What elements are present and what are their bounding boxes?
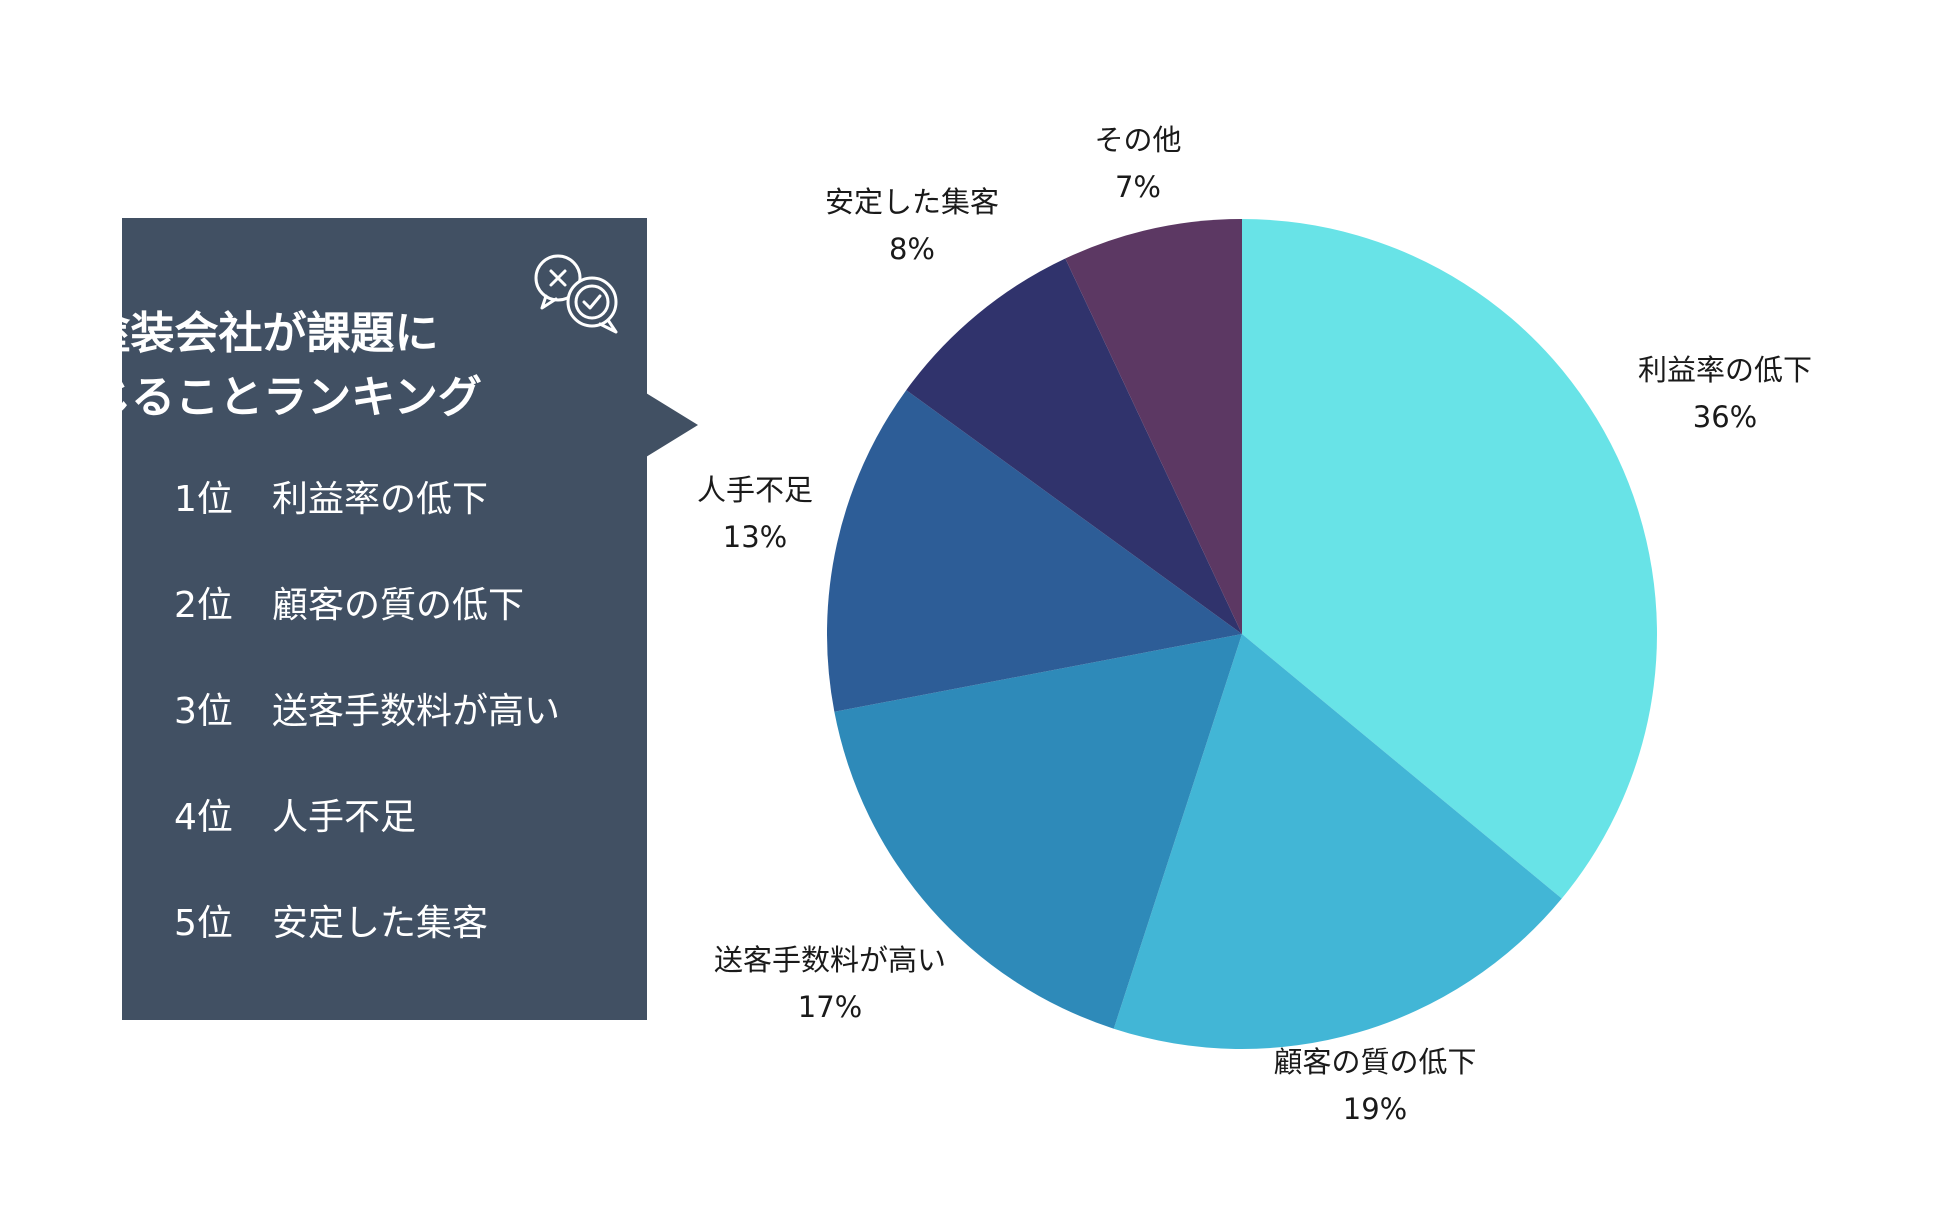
slice-percent-label: 17% [798,990,862,1024]
ranking-label: 顧客の質の低下 [272,585,525,626]
ranking-item: 2位 顧客の質の低下 [174,576,560,682]
slice-label: 顧客の質の低下 [1273,1045,1476,1079]
panel-pointer [646,393,698,457]
slice-percent-label: 13% [723,520,787,554]
slice-label: その他 [1094,123,1181,157]
ranking-rank: 1位 [174,479,233,520]
ranking-rank: 4位 [174,797,233,838]
slice-label: 人手不足 [697,473,813,507]
slice-percent-label: 8% [889,232,935,266]
ranking-label: 送客手数料が高い [272,691,561,732]
ranking-panel [122,218,647,1020]
slice-percent-label: 7% [1115,170,1161,204]
ranking-item: 5位 安定した集客 [174,894,560,1000]
ranking-rank: 5位 [174,903,233,944]
panel-title: 塗装会社が課題に 感じることランキング [0,302,525,430]
pie-slice [1065,219,1242,634]
ranking-rank: 2位 [174,585,233,626]
panel-title-line1: 塗装会社が課題に [86,308,439,359]
pie-slice [1113,634,1562,1049]
pie-slice [827,390,1242,712]
slice-label: 安定した集客 [825,185,999,219]
panel-title-line2: 感じることランキング [43,372,482,423]
ranking-rank: 3位 [174,691,233,732]
pie-slice [1242,219,1657,899]
ranking-item: 4位 人手不足 [174,788,560,894]
slice-label: 送客手数料が高い [714,943,946,977]
pie-slice [834,634,1242,1029]
slice-percent-label: 36% [1693,400,1757,434]
ranking-list: 1位 利益率の低下 2位 顧客の質の低下 3位 送客手数料が高い 4位 人手不足 5位安… [174,470,560,1000]
ranking-item: 1位 利益率の低下 [174,470,560,576]
slice-percent-label: 19% [1343,1092,1407,1126]
ranking-label: 利益率の低下 [272,479,489,520]
ranking-label: 人手不足 [272,797,417,838]
speech-bubbles-check-cross-icon [534,254,618,334]
slice-label: 利益率の低下 [1638,353,1812,387]
ranking-label: 安定した集客 [272,903,489,944]
pie-slice [906,258,1242,634]
ranking-item: 3位 送客手数料が高い [174,682,560,788]
